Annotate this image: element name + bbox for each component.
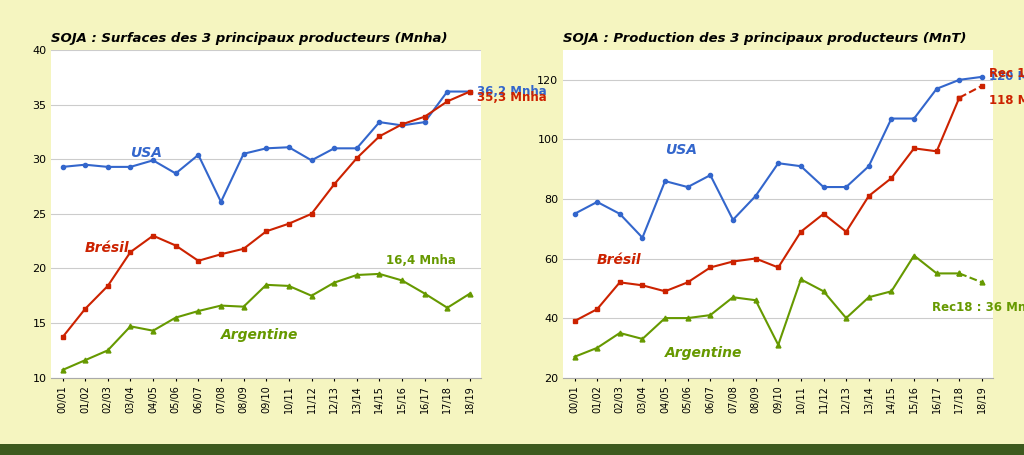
Text: 118 MnT: 118 MnT [989, 94, 1024, 107]
Text: USA: USA [665, 143, 697, 157]
Text: USA: USA [130, 146, 163, 160]
Text: Brésil: Brésil [597, 253, 642, 268]
Text: Rec18 : 36 MnT: Rec18 : 36 MnT [932, 301, 1024, 314]
Text: SOJA : Surfaces des 3 principaux producteurs (Mnha): SOJA : Surfaces des 3 principaux product… [51, 32, 447, 45]
Text: 35,3 Mnha: 35,3 Mnha [477, 91, 547, 104]
Text: SOJA : Production des 3 principaux producteurs (MnT): SOJA : Production des 3 principaux produ… [563, 32, 967, 45]
Text: Argentine: Argentine [665, 346, 742, 360]
Text: 36,2 Mnha: 36,2 Mnha [477, 85, 547, 98]
Text: Rec 18 :: Rec 18 : [989, 67, 1024, 80]
Text: Brésil: Brésil [85, 241, 130, 255]
Text: 16,4 Mnha: 16,4 Mnha [386, 253, 457, 267]
Text: Argentine: Argentine [221, 329, 298, 343]
Text: 120 MnT: 120 MnT [989, 71, 1024, 83]
